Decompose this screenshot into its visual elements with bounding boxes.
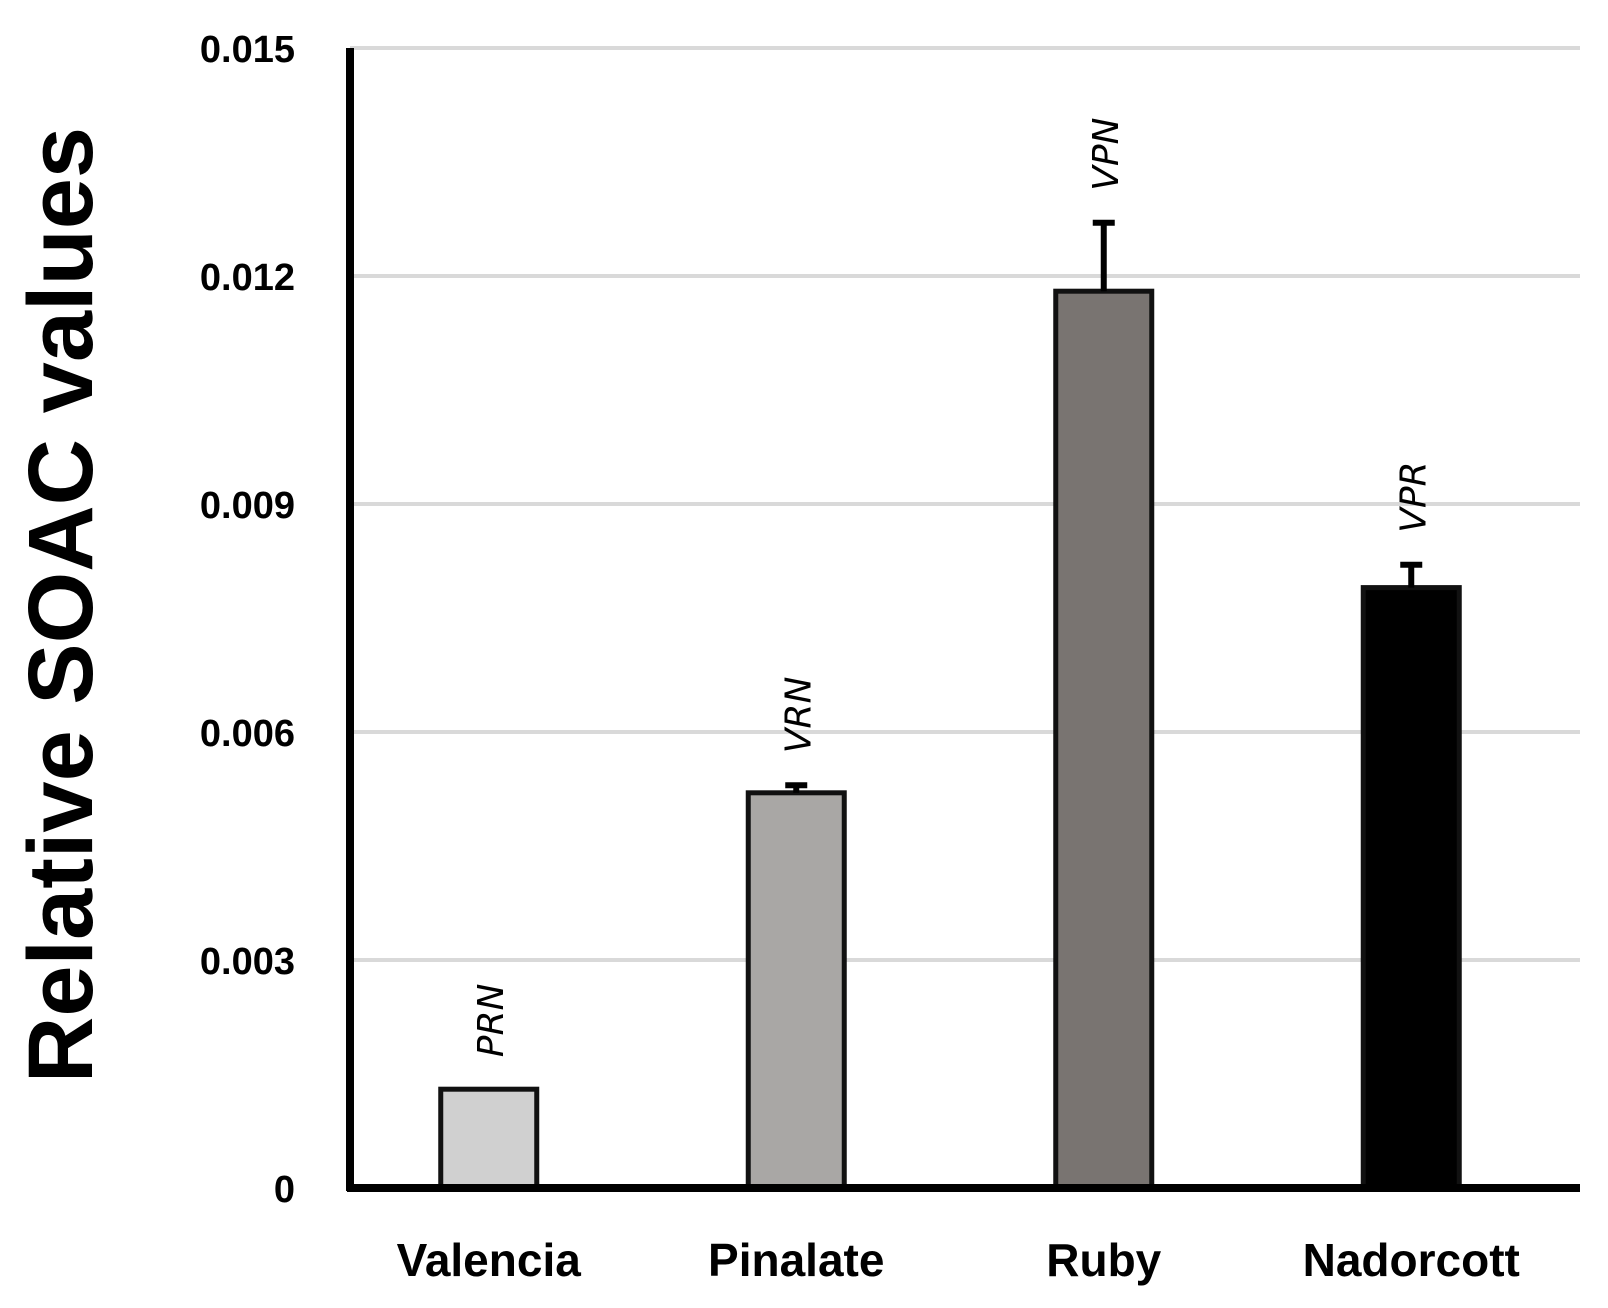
bar-annotation: VPN [1086,118,1127,191]
bars [438,219,1462,1191]
y-tick-label: 0.006 [200,713,295,755]
y-tick-label: 0 [274,1169,295,1211]
x-tick-label: Valencia [397,1234,582,1286]
y-tick-label: 0.009 [200,485,295,527]
axes [346,48,1580,1192]
y-axis-title: Relative SOAC values [10,127,112,1083]
bar-ruby [1053,288,1155,1191]
bar-pinalate [745,790,847,1191]
bar-annotation: VRN [778,677,819,754]
bar-nadorcott [1360,585,1462,1191]
bar-annotation: VPR [1393,461,1434,532]
y-tick-label: 0.003 [200,941,295,983]
x-tick-label: Nadorcott [1303,1234,1520,1286]
x-tick-label: Ruby [1046,1234,1161,1286]
bar-annotation: PRN [471,984,512,1058]
y-tick-label: 0.015 [200,29,295,71]
labels: 0 0.003 0.006 0.009 0.012 0.015 PRN Valencia VRN… [200,29,1520,1286]
y-tick-label: 0.012 [200,257,295,299]
bar-valencia [438,1086,540,1191]
x-tick-label: Pinalate [708,1234,884,1286]
